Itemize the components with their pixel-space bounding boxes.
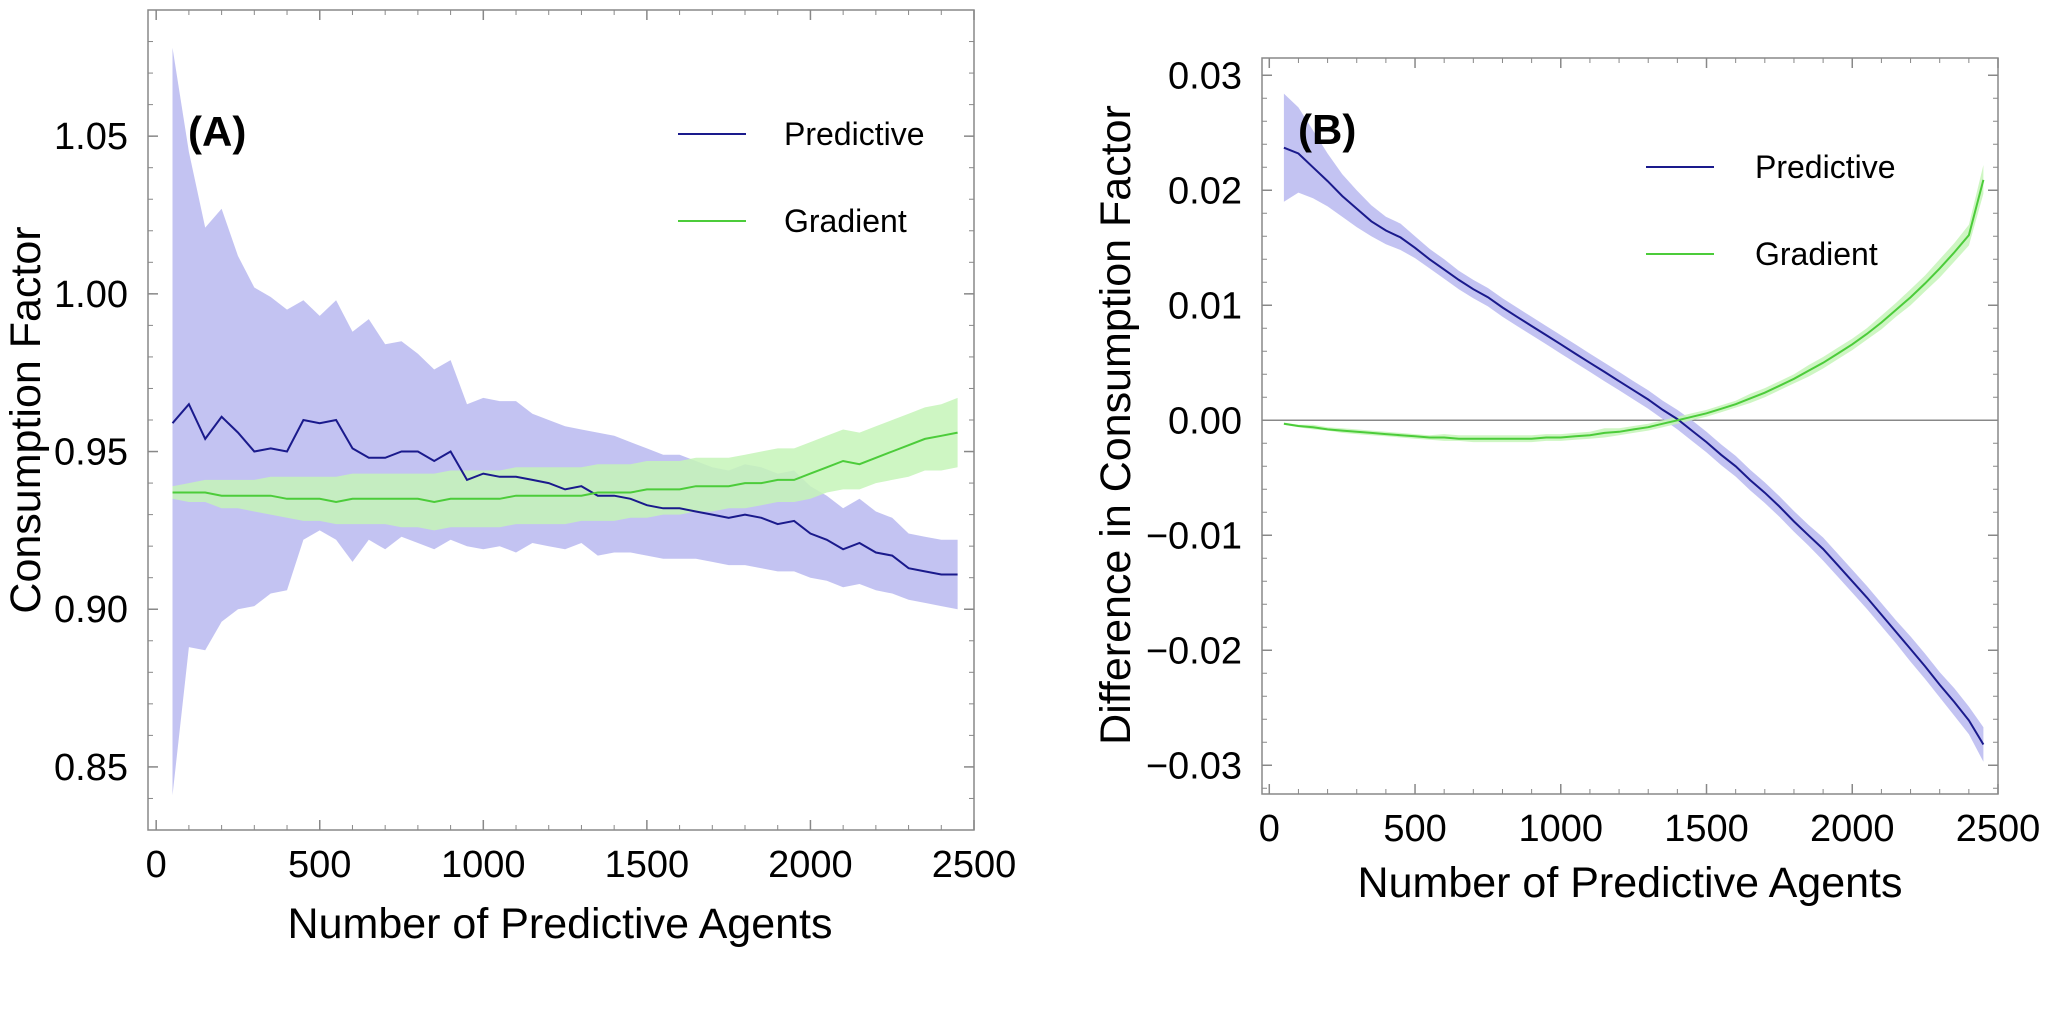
panel-a-y-tick-labels: 0.85 0.90 0.95 1.00 1.05 <box>54 116 128 789</box>
panel-b-x-tick-label: 2500 <box>1956 808 2041 850</box>
panel-a-band-predictive <box>172 47 958 796</box>
panel-b-x-tick-label: 0 <box>1259 808 1280 850</box>
panel-b-band-gradient <box>1283 165 1984 443</box>
panel-b-y-tick-label: −0.01 <box>1146 515 1242 557</box>
panel-a-lines <box>171 402 958 576</box>
panel-b-frame <box>1261 57 1999 795</box>
panel-a-y-tick-label: 0.85 <box>54 747 128 789</box>
panel-a-y-tick-label: 0.95 <box>54 432 128 474</box>
panel-a-y-tick-label: 0.90 <box>54 589 128 631</box>
panel-a-x-tick-label: 500 <box>288 844 351 886</box>
panel-b-label: (B) <box>1298 106 1356 153</box>
panel-b-x-tick-label: 2000 <box>1810 808 1895 850</box>
panel-a-y-axis-label: Consumption Factor <box>2 226 50 613</box>
panel-b-legend-predictive: Predictive <box>1755 149 1896 185</box>
panel-a-band-gradient <box>172 397 958 531</box>
panel-b-y-tick-label: −0.03 <box>1146 745 1242 787</box>
panel-b-line-predictive <box>1283 146 1985 746</box>
panel-b-x-tick-label: 1000 <box>1518 808 1603 850</box>
panel-a-x-tick-label: 0 <box>146 844 167 886</box>
panel-b-x-tick-label: 1500 <box>1664 808 1749 850</box>
panel-a-x-tick-label: 1500 <box>605 844 690 886</box>
panel-b-x-tick-labels: 0 500 1000 1500 2000 2500 <box>1259 808 2041 850</box>
panel-a-x-tick-label: 2000 <box>768 844 853 886</box>
panel-b-legend: Predictive Gradient <box>1646 149 1896 272</box>
panel-a-legend-gradient: Gradient <box>784 203 907 239</box>
panel-b: 0 500 1000 1500 2000 2500 −0.03 −0.02 −0.01 0.00… <box>1092 55 2040 907</box>
panel-b-y-tick-label: 0.00 <box>1168 400 1242 442</box>
panel-a: 0 500 1000 1500 2000 2500 0.85 0.90 0.95 1.00 1.0… <box>2 9 1017 948</box>
panel-b-y-tick-label: 0.03 <box>1168 55 1242 97</box>
panel-b-x-axis-label: Number of Predictive Agents <box>1358 859 1903 907</box>
panel-b-y-axis-label: Difference in Consumption Factor <box>1092 105 1140 745</box>
panel-a-x-tick-label: 1000 <box>441 844 526 886</box>
panel-a-x-axis-label: Number of Predictive Agents <box>288 900 833 948</box>
panel-a-line-gradient <box>172 431 958 504</box>
panel-a-ticks <box>148 9 975 831</box>
panel-b-x-tick-label: 500 <box>1383 808 1446 850</box>
panel-a-label: (A) <box>188 108 246 155</box>
panel-a-bands <box>172 47 958 796</box>
panel-b-y-tick-label: 0.02 <box>1168 170 1242 212</box>
panel-b-legend-gradient: Gradient <box>1755 236 1878 272</box>
panel-b-y-tick-labels: −0.03 −0.02 −0.01 0.00 0.01 0.02 0.03 <box>1146 55 1242 787</box>
panel-b-y-tick-label: 0.01 <box>1168 285 1242 327</box>
panel-a-y-tick-label: 1.00 <box>54 274 128 316</box>
panel-b-line-gradient <box>1283 179 1985 440</box>
panel-a-legend: Predictive Gradient <box>678 116 925 239</box>
panel-b-bands <box>1283 93 1984 762</box>
panel-a-x-tick-label: 2500 <box>932 844 1017 886</box>
panel-a-x-tick-labels: 0 500 1000 1500 2000 2500 <box>146 844 1017 886</box>
panel-a-y-tick-label: 1.05 <box>54 116 128 158</box>
panel-b-y-tick-label: −0.02 <box>1146 630 1242 672</box>
panel-a-line-predictive <box>171 402 958 576</box>
panel-b-ticks <box>1262 58 1999 794</box>
panel-b-lines <box>1283 146 1985 746</box>
panel-a-legend-predictive: Predictive <box>784 116 925 152</box>
